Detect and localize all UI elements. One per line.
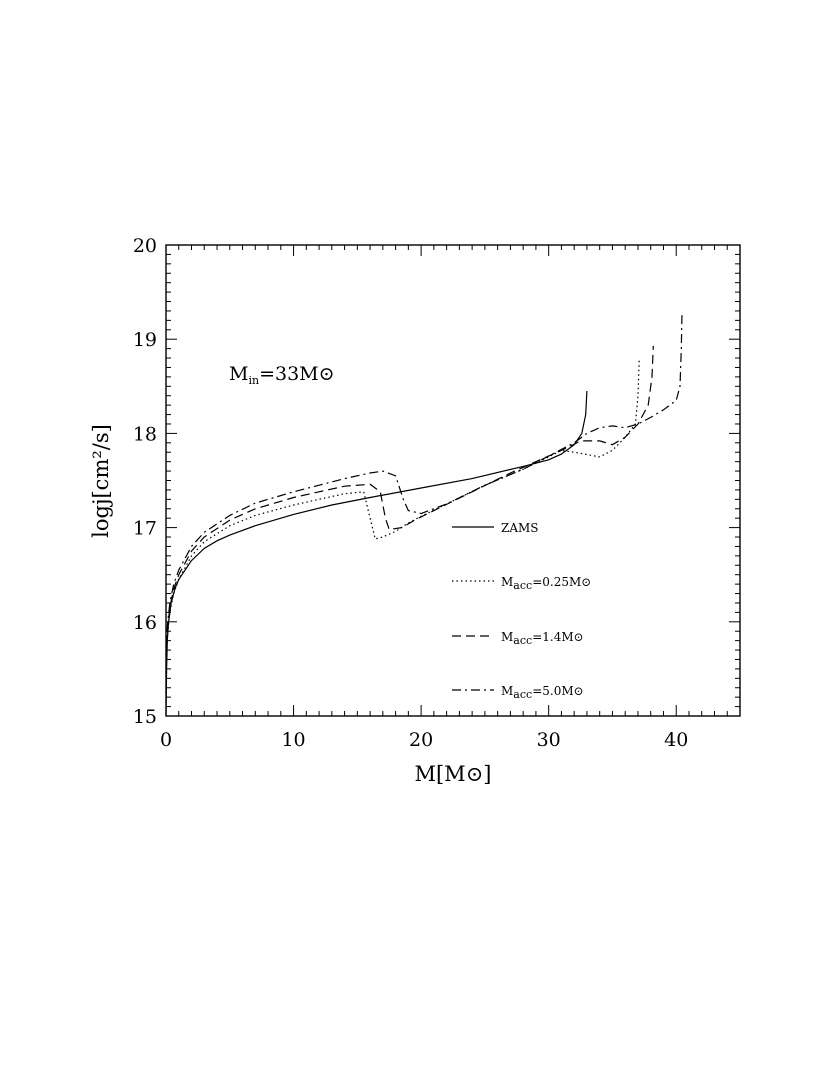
legend-label: ZAMS <box>501 521 539 535</box>
y-tick-label: 16 <box>133 612 157 634</box>
y-tick-label: 18 <box>133 423 157 445</box>
tick-labels: 0 10 20 30 40 15 16 17 18 19 20 <box>133 235 689 751</box>
legend-label: Macc=0.25M⊙ <box>501 575 591 592</box>
sun-symbol: ⊙ <box>574 684 584 698</box>
x-tick-label: 20 <box>409 729 433 751</box>
plot-frame <box>165 244 741 717</box>
sun-symbol: ⊙ <box>466 762 484 786</box>
sun-symbol: ⊙ <box>581 575 591 589</box>
y-tick-label: 20 <box>133 235 157 257</box>
x-tick-label: 0 <box>160 729 172 751</box>
x-axis-title: M[M⊙] <box>414 762 491 786</box>
y-tick-label: 19 <box>133 329 157 351</box>
legend: ZAMS Macc=0.25M⊙ Macc=1.4M⊙ Macc=5.0M⊙ <box>452 521 591 701</box>
series-line-dotted <box>165 359 640 679</box>
series-line-solid <box>165 390 588 717</box>
series-line-dashdot <box>165 312 683 669</box>
y-tick-label: 17 <box>133 518 157 540</box>
y-tick-label: 15 <box>133 706 157 728</box>
sun-symbol: ⊙ <box>574 630 584 644</box>
x-tick-label: 30 <box>537 729 561 751</box>
series-lines <box>165 312 683 717</box>
plot-annotation: Min=33M⊙ <box>229 363 335 387</box>
axis-ticks <box>165 244 741 717</box>
x-tick-label: 40 <box>664 729 688 751</box>
legend-label: Macc=1.4M⊙ <box>501 630 584 647</box>
x-tick-label: 10 <box>281 729 305 751</box>
series-line-dashed <box>165 345 654 674</box>
legend-label: Macc=5.0M⊙ <box>501 684 584 701</box>
y-axis-title: logj[cm²/s] <box>89 424 113 538</box>
sun-symbol: ⊙ <box>319 363 335 385</box>
